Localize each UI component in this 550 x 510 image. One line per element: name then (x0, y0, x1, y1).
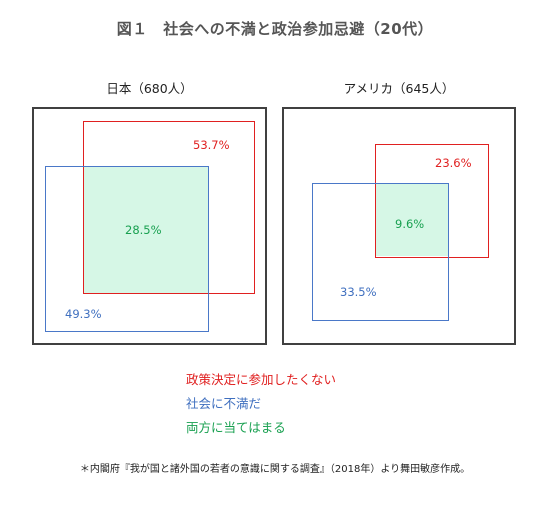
legend-both: 両方に当てはまる (186, 420, 286, 435)
overlap-area-usa (376, 184, 448, 256)
value-no-participation-usa: 23.6% (435, 156, 472, 170)
value-overlap-japan: 28.5% (125, 223, 162, 237)
value-dissatisfied-japan: 49.3% (65, 307, 102, 321)
panel-title-usa: アメリカ（645人） (343, 81, 455, 96)
overlap-area-japan (84, 167, 208, 293)
square-dissatisfied-usa (312, 183, 449, 321)
legend-dissatisfied: 社会に不満だ (186, 396, 262, 411)
figure-title: 図１ 社会への不満と政治参加忌避（20代） (116, 20, 434, 38)
panel-usa: 23.6% 9.6% 33.5% (282, 107, 516, 345)
value-dissatisfied-usa: 33.5% (340, 285, 377, 299)
square-dissatisfied-japan (45, 166, 209, 332)
panel-title-japan: 日本（680人） (106, 81, 193, 96)
value-overlap-usa: 9.6% (395, 217, 425, 231)
panel-japan: 53.7% 28.5% 49.3% (32, 107, 267, 345)
source-footnote: ＊内閣府『我が国と諸外国の若者の意識に関する調査』（2018年）より舞田敏彦作成… (79, 464, 471, 475)
square-no-participation-japan (83, 121, 255, 294)
value-no-participation-japan: 53.7% (193, 138, 230, 152)
legend-no-participation: 政策決定に参加したくない (186, 372, 337, 387)
square-no-participation-usa (375, 144, 489, 258)
